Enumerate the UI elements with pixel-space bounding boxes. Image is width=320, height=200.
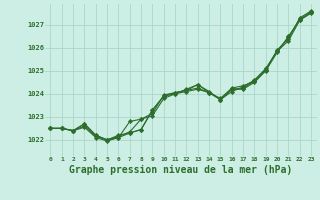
X-axis label: Graphe pression niveau de la mer (hPa): Graphe pression niveau de la mer (hPa) — [69, 164, 292, 175]
